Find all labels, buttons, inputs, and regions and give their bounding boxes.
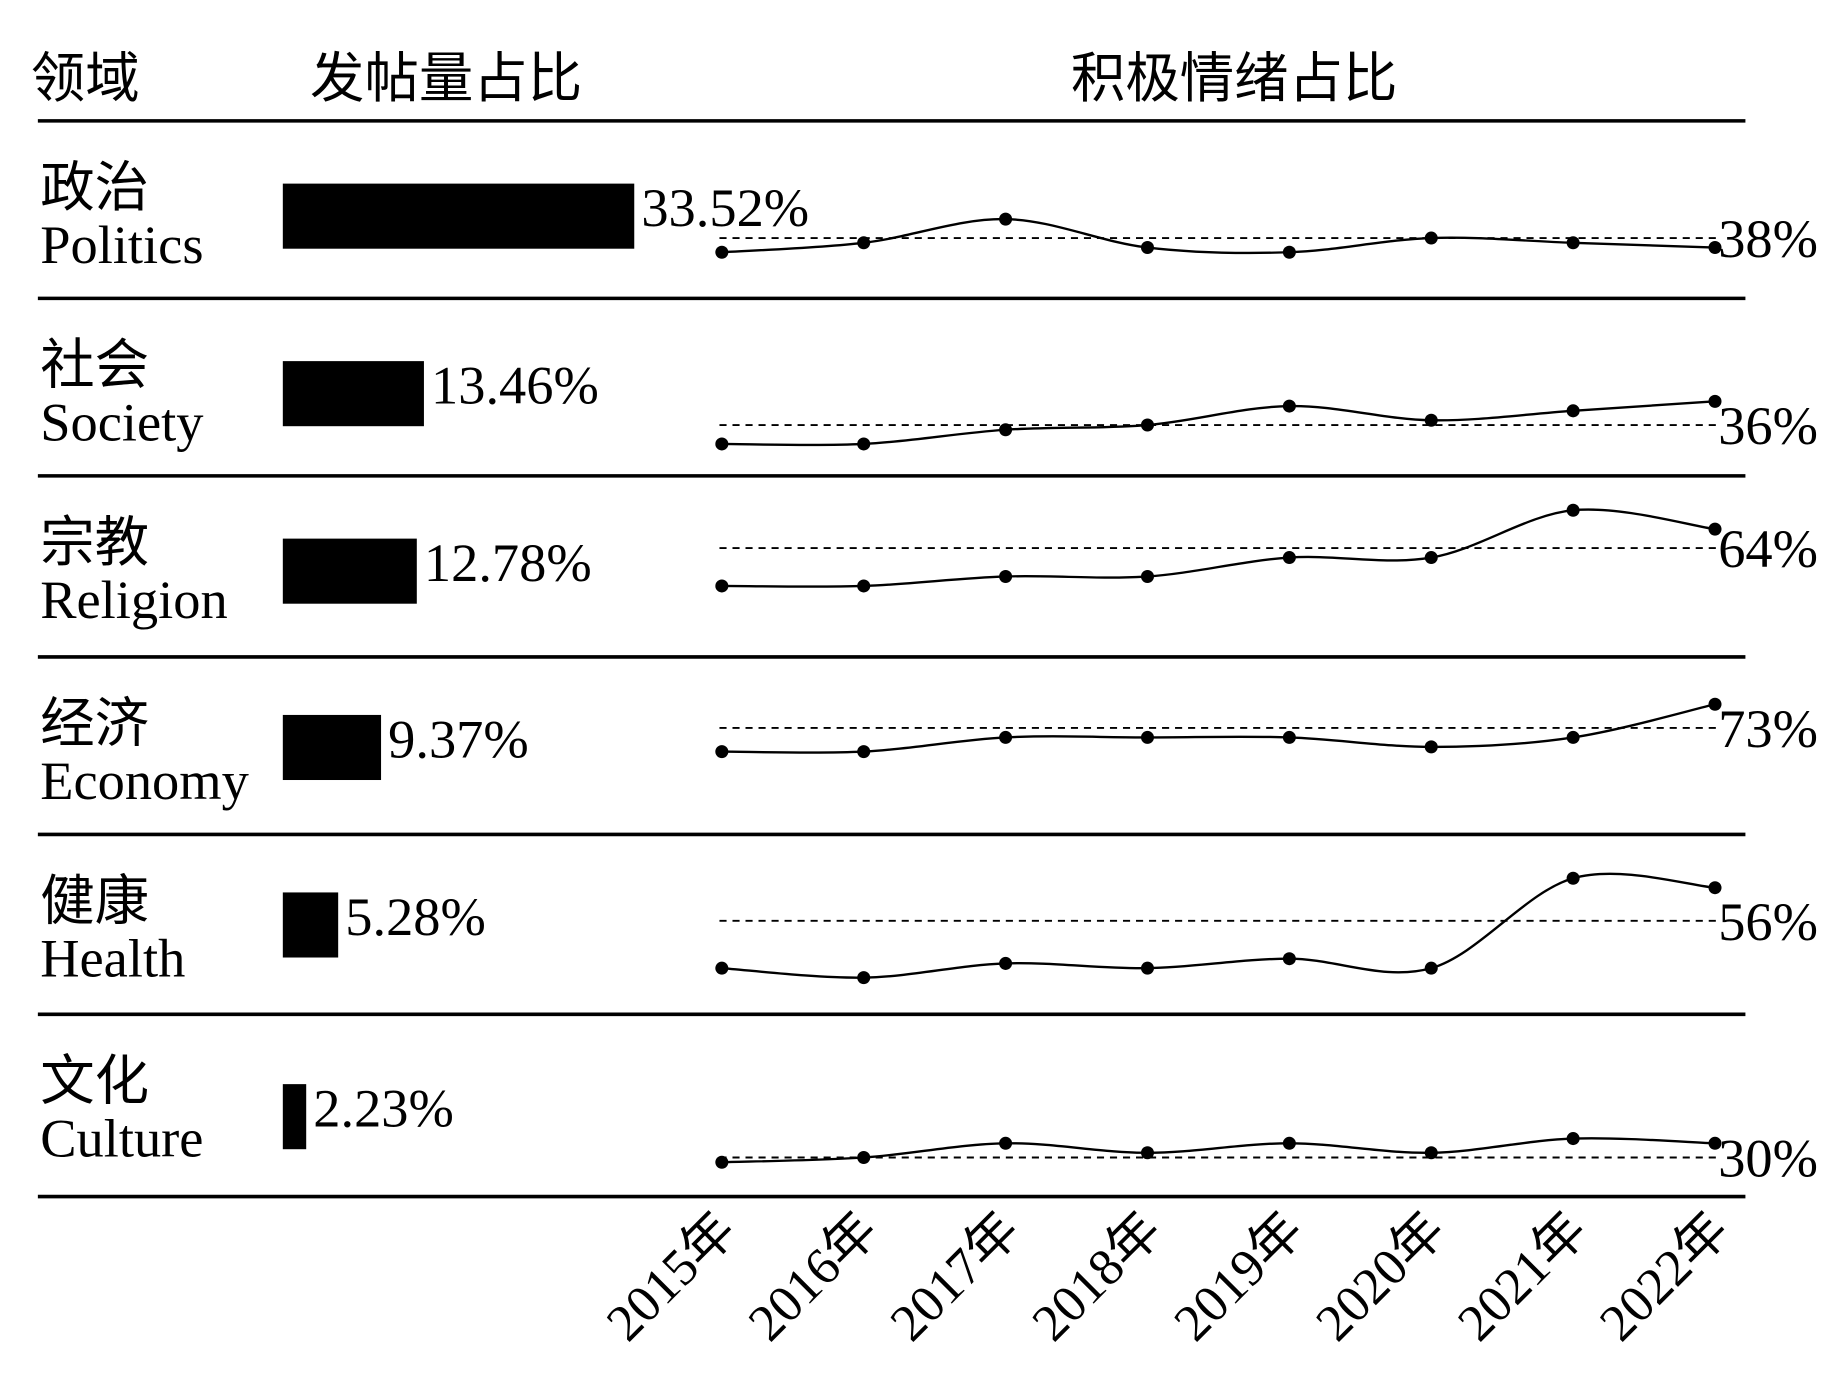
trend-point xyxy=(1140,241,1154,255)
trend-point xyxy=(1140,730,1154,744)
trend-point xyxy=(1708,394,1722,408)
trend-point xyxy=(1424,740,1438,754)
bar xyxy=(282,1084,307,1150)
bar xyxy=(282,714,382,781)
x-tick-label: 2016年 xyxy=(738,1201,889,1352)
bar xyxy=(282,892,339,958)
trend-point xyxy=(1140,569,1154,583)
trend-point xyxy=(857,745,871,759)
bar-value-label: 2.23% xyxy=(313,1078,454,1139)
average-label: 36% xyxy=(1718,395,1818,456)
trend-point xyxy=(857,236,871,250)
trend-point xyxy=(1424,413,1438,427)
trend-line xyxy=(721,1137,1716,1164)
trend-point xyxy=(715,245,729,259)
trend-point xyxy=(999,569,1013,583)
category-label-en: Economy xyxy=(40,750,249,811)
trend-line xyxy=(721,217,1716,255)
bar-value-label: 5.28% xyxy=(345,886,486,947)
trend-line xyxy=(721,508,1716,588)
trend-point xyxy=(857,579,871,593)
category-label: 经济 xyxy=(40,693,149,754)
trend-point xyxy=(715,1155,729,1169)
trend-point xyxy=(1282,551,1296,565)
header: 发帖量占比 xyxy=(310,48,582,109)
trend-point xyxy=(1282,399,1296,413)
x-tick-label: 2020年 xyxy=(1306,1201,1457,1352)
bar-value-label: 12.78% xyxy=(424,532,592,593)
average-label: 73% xyxy=(1718,698,1818,759)
trend-point xyxy=(999,730,1013,744)
trend-point xyxy=(1566,236,1580,250)
trend-point xyxy=(1140,1146,1154,1160)
trend-point xyxy=(1140,961,1154,975)
trend-point xyxy=(715,745,729,759)
header: 积极情绪占比 xyxy=(1071,48,1398,109)
trend-point xyxy=(1424,231,1438,245)
trend-point xyxy=(999,212,1013,226)
category-label-en: Religion xyxy=(40,569,227,630)
trend-point xyxy=(1282,730,1296,744)
x-tick-label: 2015年 xyxy=(596,1201,747,1352)
category-label-en: Society xyxy=(40,391,203,452)
bar xyxy=(282,538,417,604)
trend-point xyxy=(857,971,871,985)
bar-value-label: 9.37% xyxy=(388,709,529,770)
x-tick-label: 2022年 xyxy=(1589,1201,1740,1352)
bar-value-label: 33.52% xyxy=(641,177,809,238)
category-label: 宗教 xyxy=(40,512,149,573)
x-tick-label: 2018年 xyxy=(1022,1201,1173,1352)
trend-point xyxy=(1424,1146,1438,1160)
trend-point xyxy=(1282,245,1296,259)
category-label: 政治 xyxy=(40,157,149,218)
trend-point xyxy=(857,1150,871,1165)
trend-point xyxy=(1566,871,1580,885)
trend-point xyxy=(1566,503,1580,517)
average-label: 30% xyxy=(1718,1127,1818,1188)
trend-point xyxy=(1566,404,1580,418)
category-label: 文化 xyxy=(40,1051,149,1112)
bar-value-label: 13.46% xyxy=(431,355,599,416)
x-tick-label: 2017年 xyxy=(880,1201,1031,1352)
trend-point xyxy=(1424,961,1438,975)
trend-line xyxy=(721,872,1716,979)
trend-point xyxy=(1282,952,1296,966)
trend-point xyxy=(857,437,871,451)
trend-point xyxy=(1708,881,1722,895)
category-label-en: Health xyxy=(40,927,185,988)
average-label: 64% xyxy=(1718,518,1818,579)
category-label-en: Culture xyxy=(40,1107,203,1168)
bar xyxy=(282,183,635,249)
trend-point xyxy=(999,1136,1013,1150)
trend-point xyxy=(1566,1132,1580,1146)
trend-point xyxy=(1708,1136,1722,1150)
category-label-en: Politics xyxy=(40,214,203,275)
trend-point xyxy=(999,956,1013,970)
header: 领域 xyxy=(31,48,140,109)
trend-line xyxy=(721,400,1716,447)
x-tick-label: 2019年 xyxy=(1164,1201,1315,1352)
trend-point xyxy=(1140,418,1154,432)
category-label: 社会 xyxy=(40,335,149,396)
average-label: 38% xyxy=(1718,208,1818,269)
trend-point xyxy=(1708,522,1722,536)
trend-point xyxy=(999,423,1013,437)
trend-point xyxy=(1708,241,1722,255)
x-tick-label: 2021年 xyxy=(1447,1201,1598,1352)
trend-point xyxy=(1424,551,1438,565)
trend-point xyxy=(1566,730,1580,744)
trend-point xyxy=(1708,697,1722,711)
bar xyxy=(282,361,424,427)
trend-point xyxy=(715,579,729,593)
average-label: 56% xyxy=(1718,891,1818,952)
trend-point xyxy=(715,437,729,451)
trend-point xyxy=(715,961,729,975)
category-label: 健康 xyxy=(40,871,149,932)
trend-point xyxy=(1282,1136,1296,1150)
